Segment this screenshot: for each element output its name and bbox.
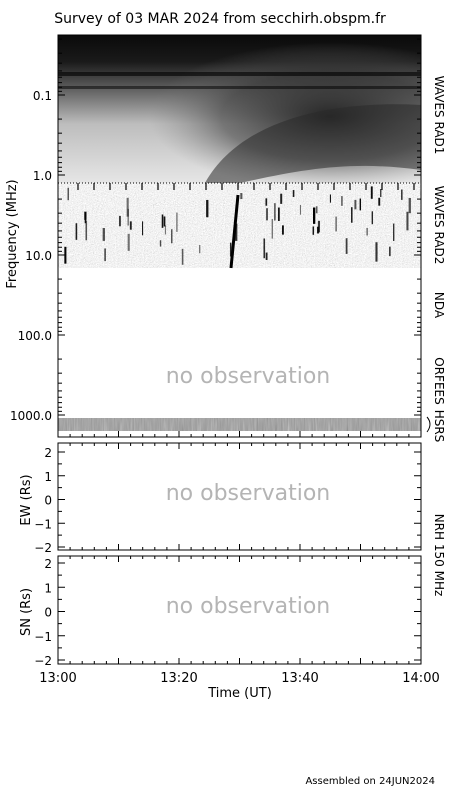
instrument-label-orfees: ORFEES	[432, 357, 446, 404]
ew-panel: −2 −1 0 1 2 no observation EW (Rs)	[19, 442, 422, 555]
sn-y-tick-label: −2	[34, 654, 52, 668]
nrh-label: NRH 150 MHz	[432, 514, 446, 597]
spectrum-panel: 0.1 1.0 10.0 100.0 1000.0 no observation Fre…	[5, 34, 446, 443]
ew-y-ticks: −2 −1 0 1 2	[34, 446, 421, 555]
panel-minor-time-ticks	[57, 431, 422, 664]
rad2-burst-streaks	[64, 183, 415, 269]
spectrum-y-tick-label: 100.0	[18, 329, 52, 343]
ew-y-tick-label: −1	[34, 517, 52, 531]
spectrum-y-tick-label: 1000.0	[10, 409, 52, 423]
time-x-ticks: 13:00 13:20 13:40 14:00	[39, 671, 439, 686]
time-tick-label: 13:00	[39, 671, 76, 686]
time-tick-label: 14:00	[402, 671, 439, 686]
ew-y-tick-label: 2	[44, 446, 52, 460]
type-iii-burst	[229, 194, 240, 269]
sn-panel: −2 −1 0 1 2 no observation SN (Rs) 13:00 13:2…	[19, 555, 440, 701]
spectrum-no-observation: no observation	[166, 364, 331, 389]
time-axis-label: Time (UT)	[207, 686, 272, 701]
hsrs-bracket	[426, 416, 431, 433]
ew-no-observation: no observation	[166, 481, 331, 506]
instrument-label-hsrs: HSRS	[432, 410, 446, 443]
sn-y-axis-label: SN (Rs)	[19, 588, 34, 636]
instrument-label-waves-rad2: WAVES RAD2	[432, 186, 446, 265]
sn-y-tick-label: 2	[44, 557, 52, 571]
ew-y-tick-label: 1	[44, 470, 52, 484]
ew-y-tick-label: 0	[44, 494, 52, 508]
sn-y-tick-label: −1	[34, 630, 52, 644]
sn-y-tick-label: 1	[44, 581, 52, 595]
spectrum-y-axis-label: Frequency (MHz)	[5, 179, 20, 288]
ew-y-axis-label: EW (Rs)	[19, 474, 34, 525]
instrument-label-nda: NDA	[432, 292, 446, 319]
ew-y-tick-label: −2	[34, 541, 52, 555]
sn-y-tick-label: 0	[44, 606, 52, 620]
time-tick-label: 13:20	[160, 671, 197, 686]
assembled-footer: Assembled on 24JUN2024	[305, 776, 435, 787]
sn-y-ticks: −2 −1 0 1 2	[34, 557, 421, 668]
sn-no-observation: no observation	[166, 594, 331, 619]
figure-title: Survey of 03 MAR 2024 from secchirh.obsp…	[54, 11, 386, 27]
rad1-spectrum	[58, 35, 421, 183]
spectrum-y-tick-label: 10.0	[25, 249, 52, 263]
rad2-spectrum	[58, 183, 421, 269]
hsrs-spectrum	[58, 418, 421, 431]
spectrum-y-tick-label: 0.1	[33, 89, 52, 103]
time-tick-label: 13:40	[281, 671, 318, 686]
spectrum-y-ticks: 0.1 1.0 10.0 100.0 1000.0	[10, 38, 421, 423]
spectrum-y-tick-label: 1.0	[33, 169, 52, 183]
instrument-label-waves-rad1: WAVES RAD1	[432, 76, 446, 155]
